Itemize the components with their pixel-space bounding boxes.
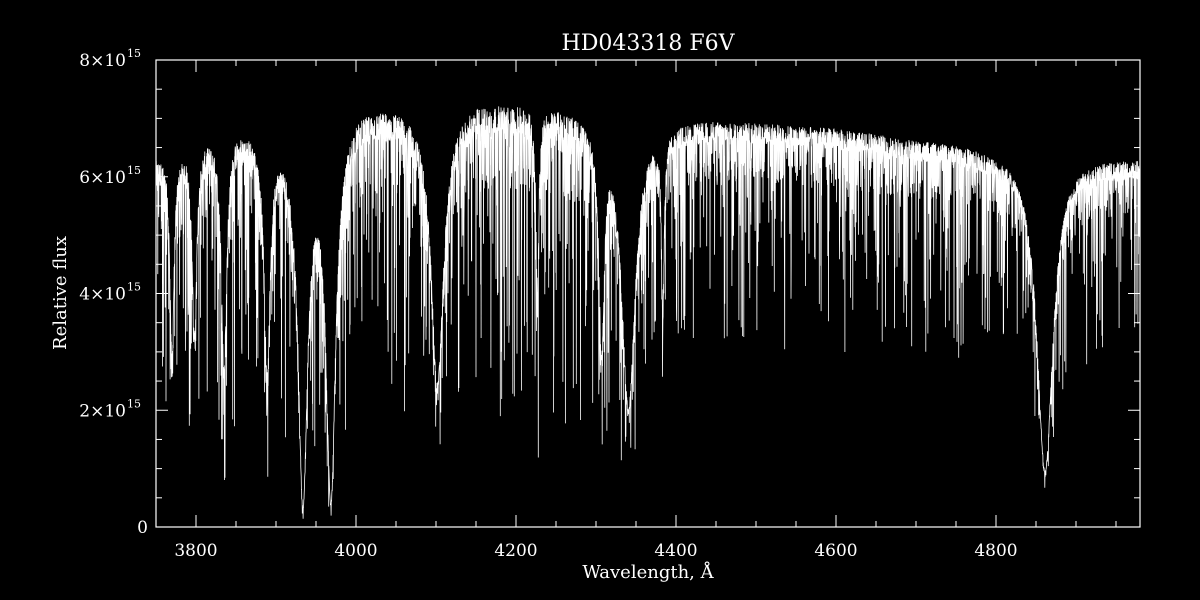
y-tick-mantissa: 4×10 xyxy=(79,285,126,305)
y-tick-exponent: 15 xyxy=(127,397,141,410)
y-tick-label: 8×10 15 xyxy=(79,47,141,71)
y-tick-label: 2×10 15 xyxy=(79,397,141,421)
y-tick-exponent: 15 xyxy=(127,164,141,177)
plot-frame xyxy=(155,59,1141,528)
y-tick-label-text: 0 xyxy=(137,518,148,538)
y-tick-labels: 02×10 154×10 156×10 158×10 15 xyxy=(79,47,148,538)
y-tick-exponent: 15 xyxy=(127,281,141,294)
x-axis-label: Wavelength, Å xyxy=(582,561,714,583)
axis-ticks xyxy=(155,59,1140,528)
chart-title: HD043318 F6V xyxy=(562,31,736,56)
x-tick-label: 4200 xyxy=(494,541,537,561)
x-tick-label: 4400 xyxy=(654,541,697,561)
y-tick-mantissa: 2×10 xyxy=(79,401,126,421)
y-tick-label: 4×10 15 xyxy=(79,281,141,305)
y-tick-mantissa: 8×10 xyxy=(79,51,126,71)
x-tick-label: 4600 xyxy=(814,541,857,561)
x-tick-labels: 3800 4000 4200 4400 4600 4800 xyxy=(174,541,1017,561)
y-tick-exponent: 15 xyxy=(127,47,141,60)
x-tick-label: 4000 xyxy=(334,541,377,561)
y-tick-label: 6×10 15 xyxy=(79,164,141,188)
x-tick-label: 4800 xyxy=(974,541,1017,561)
spectrum-series xyxy=(155,106,1141,519)
x-tick-label: 3800 xyxy=(174,541,217,561)
y-tick-mantissa: 6×10 xyxy=(79,168,126,188)
y-axis-label: Relative flux xyxy=(50,236,71,350)
y-tick-label: 0 xyxy=(137,518,148,538)
spectrum-line xyxy=(155,106,1141,519)
